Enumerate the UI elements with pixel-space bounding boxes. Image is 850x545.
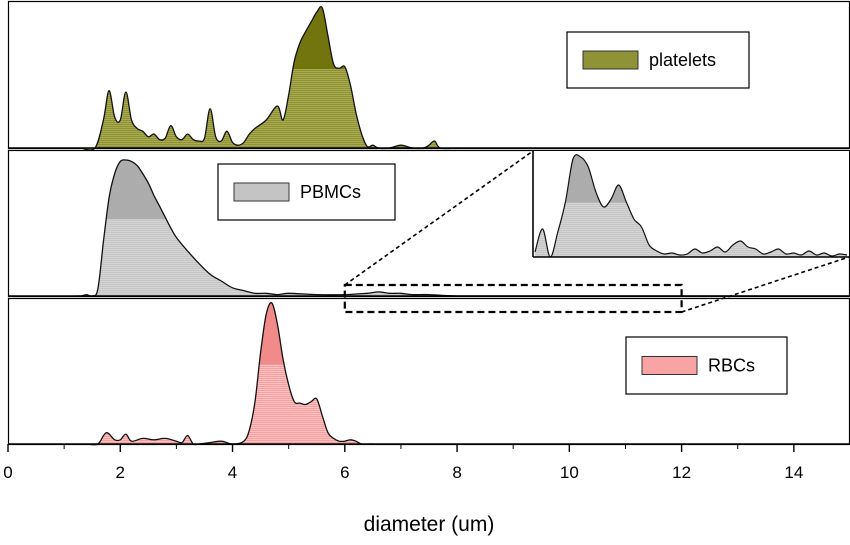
platelets-legend: platelets xyxy=(566,31,750,89)
x-tick-label-6: 6 xyxy=(340,463,349,482)
platelets-outline xyxy=(80,5,458,151)
pbmcs-legend: PBMCs xyxy=(217,163,396,221)
pbmcs-legend-label: PBMCs xyxy=(300,182,361,202)
inset-outline xyxy=(534,154,848,258)
platelets-legend-label: platelets xyxy=(649,50,716,70)
rbcs-legend-label: RBCs xyxy=(708,356,755,376)
pbmcs-area xyxy=(75,159,850,297)
platelets-legend-box xyxy=(566,31,750,89)
x-tick-label-2: 2 xyxy=(116,463,125,482)
pbmcs-legend-swatch xyxy=(233,182,290,202)
zoom-box xyxy=(343,283,683,314)
plot-layer: platelets PBMCs RBCs xyxy=(7,0,850,446)
x-axis-title: diameter (um) xyxy=(364,513,495,536)
rbcs-area xyxy=(86,302,373,445)
platelets-panel: platelets xyxy=(7,0,850,151)
x-tick-label-4: 4 xyxy=(228,463,237,482)
inset-plot xyxy=(532,151,849,258)
zoom-leader-right xyxy=(681,256,850,313)
x-tick-label-8: 8 xyxy=(452,463,461,482)
rbcs-legend-swatch xyxy=(641,356,698,375)
rbcs-panel: RBCs xyxy=(7,297,850,446)
x-tick-label-10: 10 xyxy=(560,463,579,482)
platelets-legend-swatch xyxy=(582,50,639,70)
x-tick-label-14: 14 xyxy=(784,463,803,482)
pbmcs-legend-box xyxy=(217,163,396,221)
inset-area xyxy=(535,154,847,258)
x-tick-label-12: 12 xyxy=(672,463,691,482)
platelets-area xyxy=(81,6,458,151)
rbcs-legend: RBCs xyxy=(625,336,788,395)
zoom-annotation xyxy=(343,150,850,314)
rbcs-outline xyxy=(86,302,373,446)
x-tick-label-0: 0 xyxy=(3,463,12,482)
x-axis: 0 2 4 6 8 10 12 14 xyxy=(3,444,803,482)
zoom-leader-left xyxy=(344,150,534,286)
